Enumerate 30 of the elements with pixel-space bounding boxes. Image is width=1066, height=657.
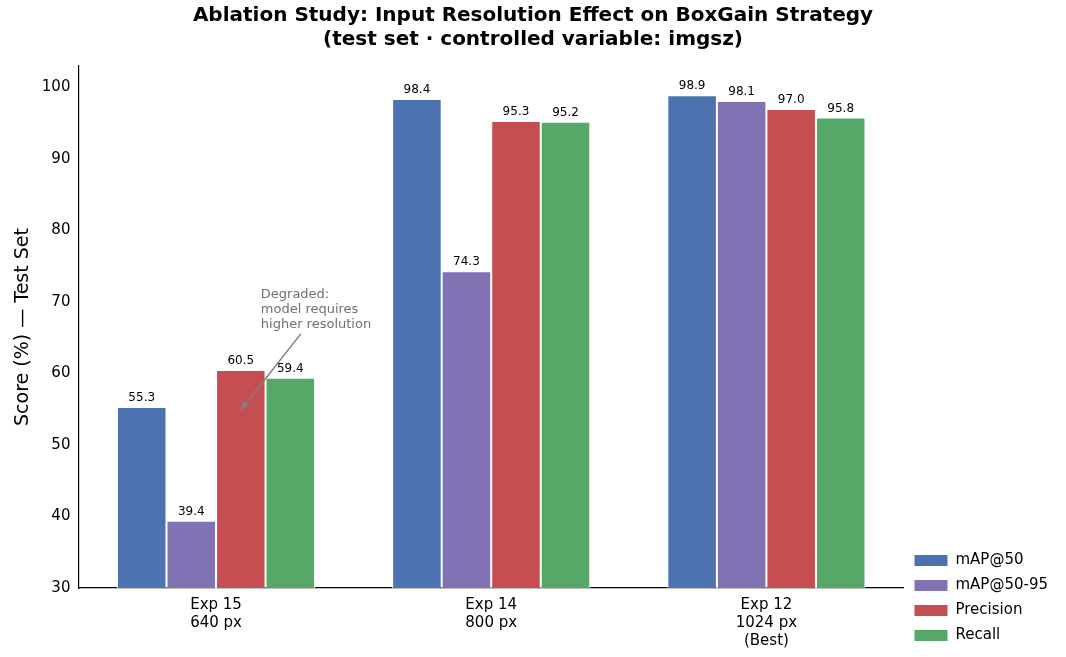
y-tick-label: 90 [51, 148, 71, 167]
data-label: 98.9 [678, 78, 706, 93]
data-label: 98.4 [403, 82, 431, 97]
y-tick-label: 40 [51, 506, 71, 525]
legend-label: Recall [955, 625, 1001, 644]
legend-label: mAP@50-95 [955, 575, 1049, 594]
data-label: 95.2 [552, 104, 579, 119]
x-tick-label: Exp 15 640 px [190, 594, 243, 631]
data-label: 60.5 [227, 353, 255, 368]
data-label: 59.4 [276, 360, 304, 375]
data-label: 39.4 [177, 503, 205, 518]
data-label: 95.8 [827, 100, 855, 115]
y-tick-label: 80 [51, 220, 71, 239]
y-tick-label: 30 [51, 577, 71, 596]
y-axis-title: Score (%) — Test Set [10, 228, 33, 426]
chart-title: Ablation Study: Input Resolution Effect on BoxGain Strategy (test set · controlled variable: imgsz) [192, 2, 874, 51]
legend-label: mAP@50 [955, 550, 1024, 569]
x-tick-label: Exp 12 1024 px (Best) [735, 594, 798, 649]
y-tick-label: 100 [41, 77, 71, 96]
data-label: 95.3 [502, 104, 530, 119]
data-label: 55.3 [128, 390, 156, 405]
data-label: 74.3 [453, 254, 480, 269]
annotation: Degraded: model requires higher resolution [260, 285, 372, 331]
data-label: 97.0 [777, 92, 805, 107]
y-tick-label: 50 [51, 434, 71, 453]
legend-label: Precision [955, 600, 1023, 619]
y-tick-label: 70 [51, 291, 71, 310]
x-tick-label: Exp 14 800 px [465, 594, 518, 631]
y-tick-label: 60 [51, 363, 71, 382]
data-label: 98.1 [728, 84, 755, 99]
